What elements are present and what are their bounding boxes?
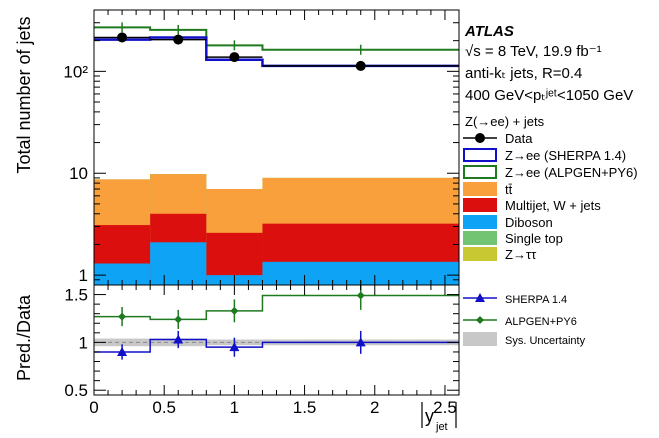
- x-tick-label: 0: [89, 398, 98, 417]
- legend-label-1: Z→ee (SHERPA 1.4): [505, 148, 626, 163]
- info-line-pt: 400 GeV<pₜʲᵉᵗ<1050 GeV: [465, 87, 633, 104]
- ratio-sherpa-point-1: [173, 334, 184, 344]
- svg-text:y: y: [425, 406, 434, 426]
- legend-ratio-sherpa-marker: [475, 293, 485, 302]
- x-tick-label: 1: [230, 398, 239, 417]
- main-y-tick-label: 10: [69, 164, 88, 183]
- ratio-markers: [94, 281, 459, 360]
- ratio-alpgen-point-3: [356, 291, 365, 300]
- legend-fill-swatch-0: [463, 182, 497, 196]
- legend-fill-swatch-3: [463, 231, 497, 245]
- ratio-sherpa-point-2: [229, 342, 240, 352]
- main-y-tick-label: 1: [79, 266, 88, 285]
- x-tick-label: 0.5: [152, 398, 176, 417]
- legend-alpgen-box: [463, 165, 497, 179]
- experiment-label: ATLAS: [464, 23, 514, 40]
- ratio-alpgen-point-1: [174, 315, 183, 324]
- legend-label-5: Diboson: [505, 215, 553, 230]
- legend-ratio-label-1: ALPGEN+PY6: [505, 316, 577, 328]
- svg-text:jet: jet: [435, 421, 448, 433]
- legend-ratio-alpgen-marker: [476, 316, 484, 324]
- main-data-points: [94, 32, 459, 71]
- stack-bar-0-1: [150, 242, 207, 285]
- legend-ratio-uncertainty-swatch: [463, 332, 497, 346]
- x-tick-label: 1.5: [293, 398, 317, 417]
- main-prediction-lines: [94, 22, 459, 68]
- ratio-y-tick-label: 1: [79, 333, 88, 352]
- ratio-y-tick-label: 0.5: [64, 381, 88, 400]
- sherpa-line: [94, 36, 459, 68]
- legend-label-3: tt̄: [505, 182, 513, 197]
- x-tick-label: 2: [370, 398, 379, 417]
- x-axis-title: y jet: [400, 398, 470, 436]
- info-line-energy: √s = 8 TeV, 19.9 fb⁻¹: [465, 43, 602, 60]
- main-y-tick-label: 10²: [63, 62, 88, 81]
- legend-ratio-label-2: Sys. Uncertainty: [505, 335, 586, 347]
- ratio-y-tick-label: 1.5: [64, 286, 88, 305]
- ratio-alpgen-point-0: [118, 312, 127, 321]
- ratio-sherpa-point-3: [355, 337, 366, 347]
- legend-label-6: Single top: [505, 231, 563, 246]
- ratio-alpgen-line: [94, 294, 459, 321]
- x-tick-label: 2.5: [433, 398, 457, 417]
- ratio-sherpa-point-0: [117, 346, 128, 356]
- data-point-3: [355, 60, 366, 71]
- main-ylabel: Total number of jets: [14, 16, 34, 173]
- ratio-alpgen-point-2: [230, 306, 239, 315]
- legend-label-4: Multijet, W + jets: [505, 198, 601, 213]
- legend-fill-swatch-1: [463, 198, 497, 212]
- ratio-sherpa-line: [94, 338, 459, 353]
- stack-bar-0-3: [262, 261, 459, 285]
- data-point-0: [117, 32, 128, 43]
- data-point-2: [229, 52, 240, 63]
- legend-ratio-label-0: SHERPA 1.4: [505, 294, 567, 306]
- legend-fill-swatch-2: [463, 215, 497, 229]
- process-label: Z(→ee) + jets: [465, 114, 545, 129]
- stack-bar-0-0: [94, 263, 151, 285]
- legend-label-2: Z→ee (ALPGEN+PY6): [505, 165, 638, 180]
- legend-label-7: Z→ττ: [505, 247, 537, 262]
- info-line-jets: anti-kₜ jets, R=0.4: [465, 65, 582, 82]
- data-point-1: [173, 34, 184, 45]
- main-stack-fills: [94, 174, 459, 285]
- legend-sherpa-box: [463, 148, 497, 162]
- legend: Data Z→ee (SHERPA 1.4) Z→ee (ALPGEN+PY6) tt…: [463, 131, 638, 347]
- legend-data-marker: [475, 133, 485, 143]
- legend-fill-swatch-4: [463, 247, 497, 261]
- ratio-ylabel: Pred./Data: [14, 294, 34, 381]
- legend-label-0: Data: [505, 131, 533, 146]
